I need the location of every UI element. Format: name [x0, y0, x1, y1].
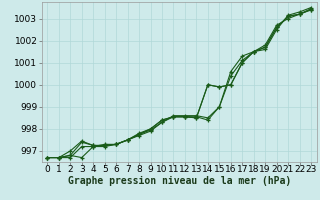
X-axis label: Graphe pression niveau de la mer (hPa): Graphe pression niveau de la mer (hPa): [68, 176, 291, 186]
